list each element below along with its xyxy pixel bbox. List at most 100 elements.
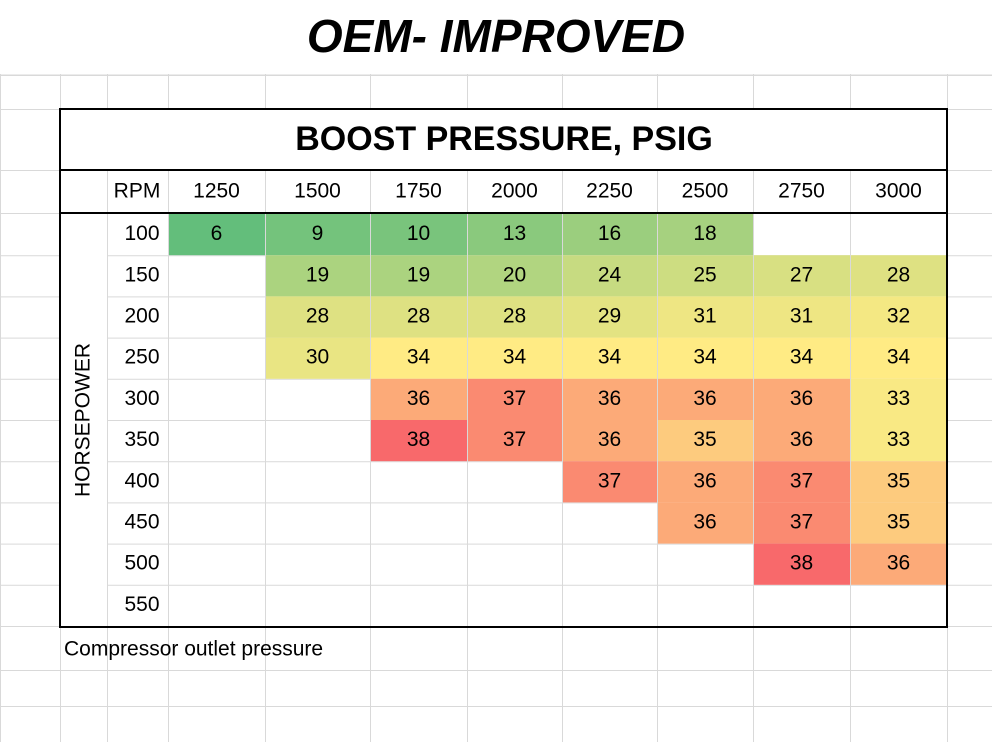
heat-cell [371, 214, 467, 256]
heat-cell [371, 420, 467, 462]
cell-value: 34 [887, 346, 911, 369]
heat-cell [266, 296, 370, 338]
title-cell [0, 0, 992, 74]
heat-cell [658, 461, 753, 503]
column-label: 2000 [491, 180, 538, 203]
heat-cell [468, 296, 562, 338]
column-label: 3000 [875, 180, 922, 203]
heat-cell [754, 255, 850, 297]
heat-cell [754, 378, 850, 420]
caption: Compressor outlet pressure [64, 638, 323, 661]
row-label: 350 [124, 428, 159, 451]
cell-value: 36 [693, 387, 716, 410]
cell-value: 29 [598, 305, 621, 328]
cell-value: 10 [407, 222, 430, 245]
cell-value: 6 [211, 222, 223, 245]
row-label: 100 [124, 222, 159, 245]
cell-value: 20 [503, 263, 526, 286]
cell-value: 35 [693, 428, 716, 451]
cell-value: 36 [693, 469, 716, 492]
row-label: 250 [124, 346, 159, 369]
heat-cell [658, 420, 753, 462]
heat-cell [468, 337, 562, 379]
cell-value: 28 [887, 263, 910, 286]
row-label: 500 [124, 552, 159, 575]
cell-value: 37 [790, 511, 813, 534]
heat-cell [754, 296, 850, 338]
heat-cell [266, 337, 370, 379]
cell-value: 34 [790, 346, 814, 369]
heat-cell [658, 255, 753, 297]
heat-cell [563, 461, 657, 503]
heat-cell [851, 420, 947, 462]
column-label: 1750 [395, 180, 442, 203]
column-label: 2500 [682, 180, 729, 203]
heat-cell [851, 337, 947, 379]
cell-value: 34 [598, 346, 622, 369]
heat-cell [658, 296, 753, 338]
heat-cell [371, 378, 467, 420]
heat-cell [851, 296, 947, 338]
cell-value: 31 [790, 305, 813, 328]
cell-value: 27 [790, 263, 813, 286]
cell-value: 33 [887, 387, 910, 410]
cell-value: 36 [598, 428, 621, 451]
heat-cell [371, 296, 467, 338]
heat-cell [851, 378, 947, 420]
heat-cell [851, 255, 947, 297]
column-label: 2250 [586, 180, 633, 203]
heat-cell [851, 502, 947, 544]
heat-cell [754, 461, 850, 503]
heat-cell [563, 420, 657, 462]
cell-value: 28 [306, 305, 329, 328]
heat-cell [754, 502, 850, 544]
heat-cell [266, 214, 370, 256]
cell-value: 38 [407, 428, 430, 451]
column-label: 1500 [294, 180, 341, 203]
column-label: 1250 [193, 180, 240, 203]
heat-cell [468, 378, 562, 420]
cell-value: 32 [887, 305, 910, 328]
row-label: 150 [124, 263, 159, 286]
heat-cell [658, 378, 753, 420]
heat-cell [266, 255, 370, 297]
cell-value: 35 [887, 469, 910, 492]
heat-cell [468, 214, 562, 256]
table-heading: BOOST PRESSURE, PSIG [295, 120, 713, 158]
cell-value: 9 [312, 222, 324, 245]
cell-value: 16 [598, 222, 621, 245]
heat-cell [658, 337, 753, 379]
cell-value: 30 [306, 346, 329, 369]
heat-cell [371, 337, 467, 379]
heat-cell [169, 214, 265, 256]
cell-value: 36 [887, 552, 910, 575]
cell-value: 34 [407, 346, 431, 369]
heat-cell [658, 502, 753, 544]
heat-cell [563, 255, 657, 297]
row-header: HORSEPOWER [72, 343, 95, 497]
cell-value: 31 [693, 305, 716, 328]
row-label: 200 [124, 305, 159, 328]
cell-value: 13 [503, 222, 526, 245]
cell-value: 33 [887, 428, 910, 451]
cell-value: 34 [693, 346, 717, 369]
row-label: 300 [124, 387, 159, 410]
cell-value: 36 [407, 387, 430, 410]
cell-value: 37 [598, 469, 621, 492]
heat-cell [754, 543, 850, 585]
cell-value: 36 [790, 428, 813, 451]
heat-cell [371, 255, 467, 297]
heat-cell [658, 214, 753, 256]
cell-value: 18 [693, 222, 716, 245]
cell-value: 35 [887, 511, 910, 534]
heat-cell [468, 420, 562, 462]
heat-cell [851, 461, 947, 503]
heat-cell [563, 337, 657, 379]
cell-value: 19 [407, 263, 430, 286]
cell-value: 37 [790, 469, 813, 492]
merged-cell [61, 214, 107, 626]
heat-cell [563, 214, 657, 256]
heat-cell [754, 420, 850, 462]
cell-value: 19 [306, 263, 329, 286]
